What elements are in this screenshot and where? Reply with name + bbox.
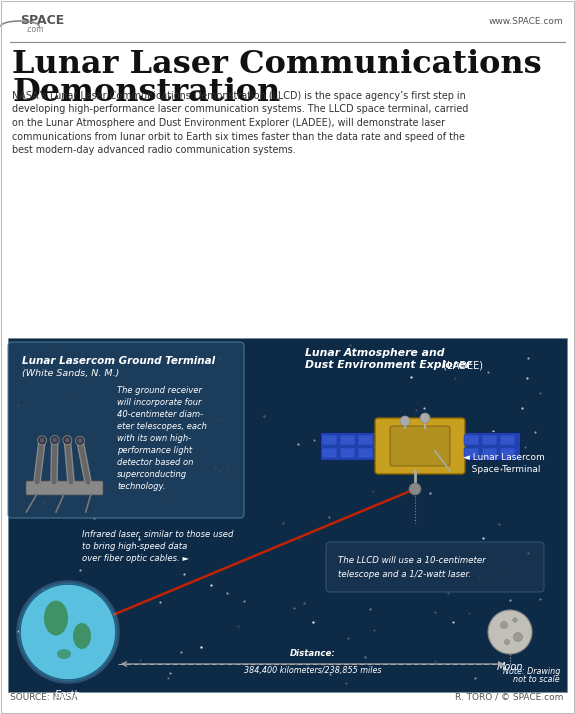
- Ellipse shape: [44, 600, 68, 635]
- Text: www.SPACE.com: www.SPACE.com: [488, 16, 563, 26]
- Text: SPACE: SPACE: [20, 14, 64, 26]
- Text: technology.: technology.: [117, 482, 166, 491]
- Circle shape: [37, 436, 47, 445]
- Text: Lunar Laser Communications: Lunar Laser Communications: [12, 49, 542, 80]
- Text: developing high-performance laser communication systems. The LLCD space terminal: developing high-performance laser commun…: [12, 104, 469, 114]
- Circle shape: [20, 584, 116, 680]
- Text: 384,400 kilometers/238,855 miles: 384,400 kilometers/238,855 miles: [244, 666, 381, 675]
- FancyBboxPatch shape: [500, 448, 515, 458]
- Text: best modern-day advanced radio communication systems.: best modern-day advanced radio communica…: [12, 145, 296, 155]
- Text: superconducting: superconducting: [117, 470, 187, 479]
- FancyBboxPatch shape: [320, 432, 378, 460]
- Text: with its own high-: with its own high-: [117, 434, 191, 443]
- Text: (LADEE): (LADEE): [440, 360, 483, 370]
- FancyBboxPatch shape: [340, 448, 355, 458]
- Text: ◄ Lunar Lasercom: ◄ Lunar Lasercom: [463, 453, 545, 462]
- Text: Space Terminal: Space Terminal: [463, 465, 540, 474]
- FancyBboxPatch shape: [8, 342, 244, 518]
- Circle shape: [504, 640, 509, 645]
- Text: over fiber optic cables. ►: over fiber optic cables. ►: [82, 554, 189, 563]
- Ellipse shape: [73, 623, 91, 649]
- Text: performance light: performance light: [117, 446, 192, 455]
- Circle shape: [409, 483, 421, 495]
- Text: Note: Drawing: Note: Drawing: [503, 667, 560, 676]
- Circle shape: [78, 438, 82, 443]
- Ellipse shape: [57, 649, 71, 659]
- FancyBboxPatch shape: [482, 448, 497, 458]
- Text: not to scale: not to scale: [513, 675, 560, 684]
- Text: communications from lunar orbit to Earth six times faster than the data rate and: communications from lunar orbit to Earth…: [12, 131, 465, 141]
- Text: SOURCE: NASA: SOURCE: NASA: [10, 693, 78, 702]
- Circle shape: [52, 438, 58, 443]
- Circle shape: [500, 621, 508, 628]
- Text: (White Sands, N. M.): (White Sands, N. M.): [22, 369, 120, 378]
- FancyBboxPatch shape: [358, 448, 373, 458]
- Circle shape: [400, 416, 410, 426]
- Circle shape: [75, 436, 85, 446]
- Text: eter telescopes, each: eter telescopes, each: [117, 422, 207, 431]
- Text: Distance:: Distance:: [290, 649, 335, 658]
- FancyBboxPatch shape: [322, 448, 337, 458]
- Text: NASA’s Lunar Laser Communications Demonstration (LLCD) is the space agency’s fir: NASA’s Lunar Laser Communications Demons…: [12, 91, 466, 101]
- Text: Lunar Lasercom Ground Terminal: Lunar Lasercom Ground Terminal: [22, 356, 215, 366]
- Text: will incorporate four: will incorporate four: [117, 398, 201, 407]
- Circle shape: [488, 610, 532, 654]
- Text: Earth: Earth: [55, 690, 81, 700]
- Circle shape: [63, 436, 72, 445]
- Circle shape: [420, 413, 430, 423]
- FancyBboxPatch shape: [26, 481, 103, 495]
- Text: .com: .com: [25, 24, 44, 34]
- Text: The ground receiver: The ground receiver: [117, 386, 202, 395]
- Text: Moon: Moon: [497, 662, 523, 672]
- Circle shape: [50, 436, 59, 445]
- Text: 40-centimeter diam-: 40-centimeter diam-: [117, 410, 203, 419]
- FancyBboxPatch shape: [322, 435, 337, 445]
- Circle shape: [513, 618, 517, 622]
- Text: Demonstration: Demonstration: [12, 77, 280, 108]
- Text: detector based on: detector based on: [117, 458, 193, 467]
- FancyBboxPatch shape: [464, 448, 479, 458]
- FancyBboxPatch shape: [326, 542, 544, 592]
- Circle shape: [40, 438, 45, 443]
- Text: Dust Environment Explorer: Dust Environment Explorer: [305, 360, 471, 370]
- Text: Infrared laser, similar to those used: Infrared laser, similar to those used: [82, 530, 233, 539]
- FancyBboxPatch shape: [464, 435, 479, 445]
- Text: R. TORO / © SPACE.com: R. TORO / © SPACE.com: [455, 693, 563, 702]
- Text: telescope and a 1/2-watt laser.: telescope and a 1/2-watt laser.: [338, 570, 471, 579]
- Text: to bring high-speed data: to bring high-speed data: [82, 542, 187, 551]
- Circle shape: [513, 633, 523, 641]
- FancyBboxPatch shape: [500, 435, 515, 445]
- Circle shape: [65, 438, 70, 443]
- Text: on the Lunar Atmosphere and Dust Environment Explorer (LADEE), will demonstrate : on the Lunar Atmosphere and Dust Environ…: [12, 118, 445, 128]
- Text: Lunar Atmosphere and: Lunar Atmosphere and: [305, 348, 444, 358]
- FancyBboxPatch shape: [8, 338, 567, 692]
- FancyBboxPatch shape: [358, 435, 373, 445]
- Text: The LLCD will use a 10-centimeter: The LLCD will use a 10-centimeter: [338, 556, 486, 565]
- FancyBboxPatch shape: [375, 418, 465, 474]
- FancyBboxPatch shape: [462, 432, 520, 460]
- FancyBboxPatch shape: [340, 435, 355, 445]
- FancyBboxPatch shape: [390, 426, 450, 466]
- FancyBboxPatch shape: [482, 435, 497, 445]
